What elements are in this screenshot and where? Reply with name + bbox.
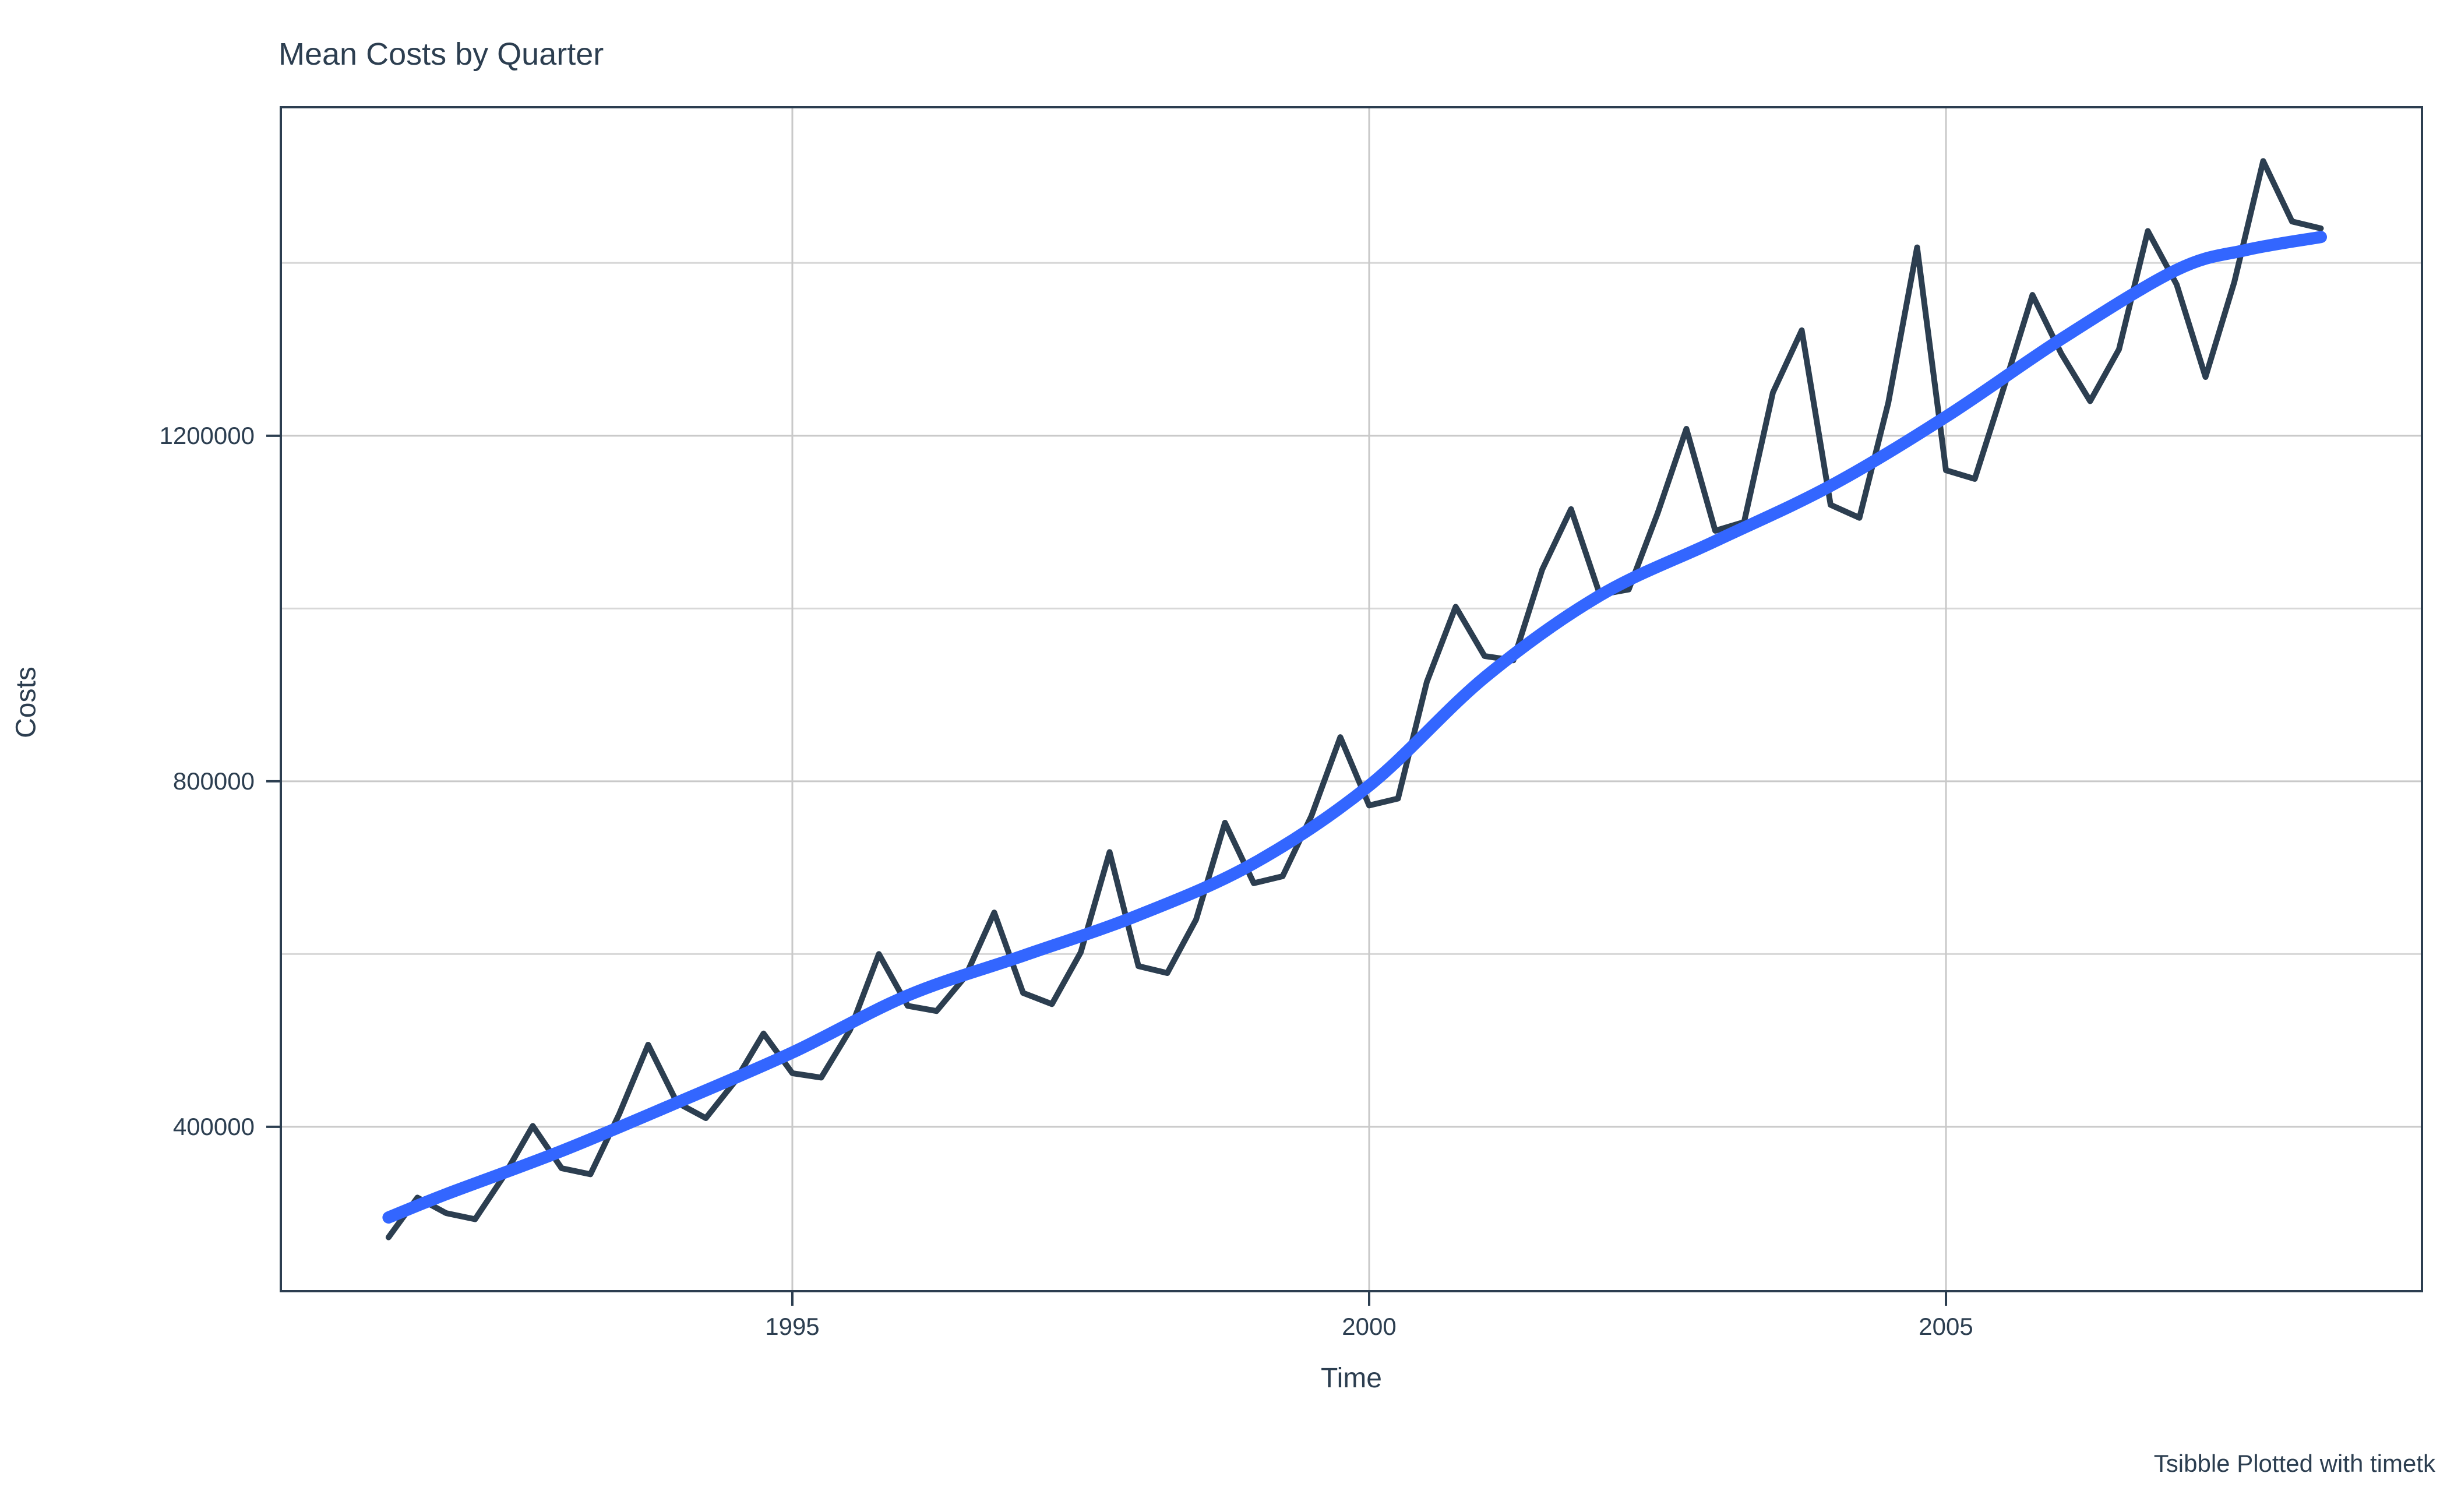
x-tick-label: 1995 [765, 1313, 820, 1340]
costs-line [385, 158, 2324, 1240]
x-tick-label: 2000 [1342, 1313, 1397, 1340]
trend-line [382, 231, 2327, 1224]
y-tick-label: 800000 [172, 767, 255, 795]
y-tick-label: 1200000 [159, 421, 255, 449]
x-tick-label: 2005 [1919, 1313, 1973, 1340]
y-axis-title: Costs [10, 667, 42, 738]
panel-border [280, 106, 2423, 1292]
x-axis-title: Time [1321, 1363, 1382, 1394]
chart-title: Mean Costs by Quarter [278, 37, 604, 72]
y-tick-label: 400000 [172, 1112, 255, 1140]
caption: Tsibble Plotted with timetk [2153, 1450, 2435, 1477]
